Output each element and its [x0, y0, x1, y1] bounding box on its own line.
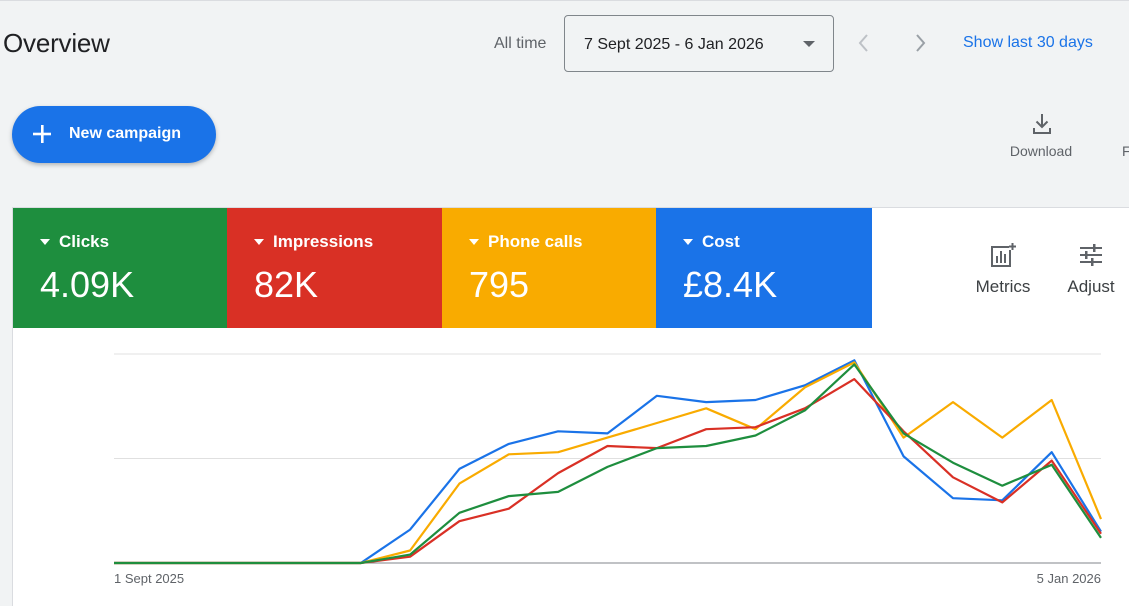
metric-value: 82K: [254, 264, 319, 305]
dropdown-arrow-icon: [254, 239, 264, 245]
page-title: Overview: [3, 28, 110, 58]
series-line-clicks: [114, 363, 1102, 565]
dropdown-arrow-icon: [803, 41, 815, 47]
performance-card: Clicks 4.09K Impressions 82K Phone calls…: [12, 207, 1129, 606]
download-icon: [1033, 114, 1051, 134]
chevron-left-icon: [858, 34, 868, 52]
metric-tile-impressions[interactable]: Impressions 82K: [227, 208, 442, 328]
adjust-button[interactable]: Adjust: [1056, 242, 1126, 302]
top-divider: [0, 0, 1129, 4]
metric-label: Clicks: [59, 232, 110, 251]
next-period-button[interactable]: [909, 30, 933, 56]
dropdown-arrow-icon: [40, 239, 50, 245]
metric-label: Phone calls: [488, 232, 583, 251]
new-campaign-label: New campaign: [69, 125, 182, 142]
series-line-impressions: [114, 378, 1102, 565]
new-campaign-button[interactable]: New campaign: [12, 106, 216, 163]
date-range-label: All time: [494, 35, 547, 52]
previous-period-button[interactable]: [852, 30, 876, 56]
metric-value: 795: [469, 264, 530, 305]
adjust-sliders-icon: [1080, 244, 1102, 266]
dropdown-arrow-icon: [469, 239, 479, 245]
show-last-30-days-link[interactable]: Show last 30 days: [963, 34, 1093, 51]
metrics-label: Metrics: [975, 277, 1031, 296]
metric-tile-phone-calls[interactable]: Phone calls 795: [442, 208, 656, 328]
date-range-value: 7 Sept 2025 - 6 Jan 2026: [584, 36, 764, 53]
metrics-button[interactable]: Metrics: [968, 242, 1038, 302]
metric-value: 4.09K: [40, 264, 135, 305]
plus-icon: [33, 125, 51, 143]
x-axis-end-label: 5 Jan 2026: [1037, 571, 1101, 586]
adjust-label: Adjust: [1067, 277, 1115, 296]
performance-line-chart: 1 Sept 2025 5 Jan 2026: [114, 353, 1103, 586]
download-label: Download: [1009, 143, 1073, 159]
metric-label: Impressions: [273, 232, 374, 251]
date-range-picker[interactable]: 7 Sept 2025 - 6 Jan 2026: [564, 15, 834, 72]
download-button[interactable]: Download: [1000, 112, 1082, 164]
metrics-chart-icon: [991, 243, 1016, 267]
series-layer: [114, 359, 1103, 565]
dropdown-arrow-icon: [683, 239, 693, 245]
metric-value: £8.4K: [683, 264, 778, 305]
x-axis-start-label: 1 Sept 2025: [114, 571, 184, 586]
chevron-right-icon: [916, 34, 926, 52]
metric-label: Cost: [702, 232, 740, 251]
metric-tile-clicks[interactable]: Clicks 4.09K: [13, 208, 227, 328]
truncated-toolbar-label[interactable]: F: [1122, 143, 1129, 159]
metric-tile-cost[interactable]: Cost £8.4K: [656, 208, 872, 328]
